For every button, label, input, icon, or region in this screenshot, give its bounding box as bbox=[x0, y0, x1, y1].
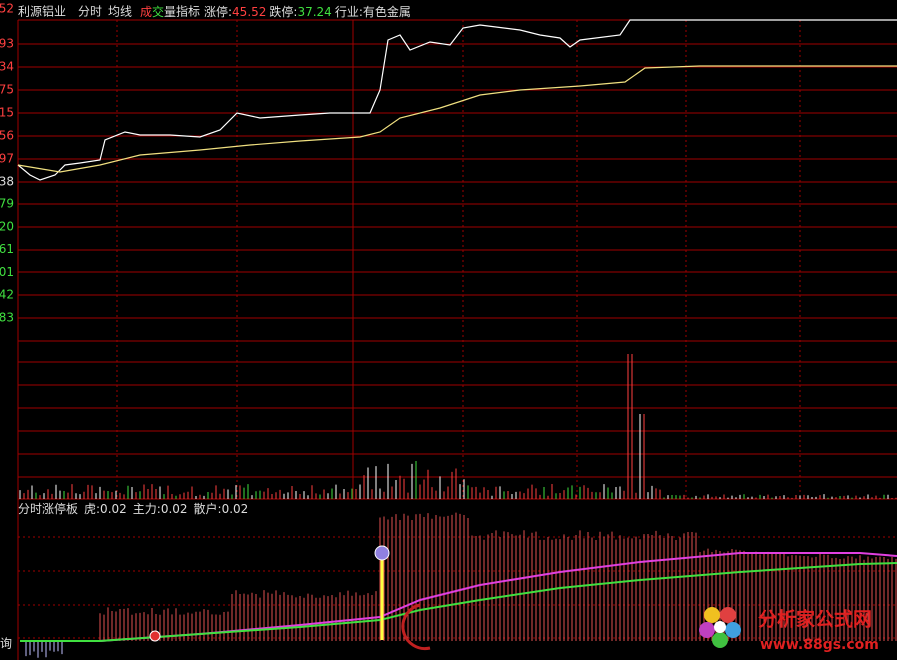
price-label: 20 bbox=[0, 219, 14, 233]
price-label: 61 bbox=[0, 242, 14, 256]
limit-up: 45.52 bbox=[232, 5, 266, 19]
limit-up-icon bbox=[374, 545, 390, 561]
industry: 有色金属 bbox=[363, 4, 411, 19]
price-label: 34 bbox=[0, 60, 14, 74]
indicator-item: 虎:0.02 bbox=[84, 502, 127, 516]
watermark-name: 分析家公式网 bbox=[758, 608, 872, 631]
price-grid bbox=[17, 19, 897, 660]
price-label: 15 bbox=[0, 106, 14, 120]
average-line bbox=[17, 65, 897, 173]
watermark-url: www.88gs.com bbox=[760, 637, 879, 653]
volume-tab[interactable]: 成交量 bbox=[140, 4, 176, 19]
indicator-name: 分时涨停板 bbox=[18, 501, 78, 516]
price-label: 01 bbox=[0, 265, 14, 279]
price-label: 42 bbox=[0, 288, 14, 302]
price-label: 79 bbox=[0, 197, 14, 211]
watermark: 分析家公式网 www.88gs.com bbox=[699, 607, 879, 653]
price-line bbox=[17, 19, 897, 181]
stock-name: 利源铝业 bbox=[18, 4, 66, 19]
indicator-item: 主力:0.02 bbox=[133, 502, 188, 516]
price-label: 52 bbox=[0, 2, 14, 16]
industry-label: 行业: bbox=[335, 5, 363, 19]
indicator-item: 散户:0.02 bbox=[194, 501, 249, 516]
price-label: 56 bbox=[0, 129, 14, 143]
side-label: 询 bbox=[0, 637, 12, 651]
limit-up-label: 涨停: bbox=[204, 4, 232, 19]
indicator-green-line bbox=[20, 562, 897, 642]
limit-down: 37.24 bbox=[297, 5, 331, 19]
price-label: 75 bbox=[0, 83, 14, 97]
volume-tab-char: 交 bbox=[152, 4, 164, 19]
watermark-swirl bbox=[401, 603, 431, 651]
tab[interactable]: 均线 bbox=[108, 5, 132, 19]
price-label: 83 bbox=[0, 311, 14, 325]
limits: 涨停:45.52 跌停:37.24 行业:有色金属 bbox=[204, 4, 411, 19]
indicator-bars bbox=[25, 512, 897, 658]
volume-tab-char: 量 bbox=[164, 5, 176, 19]
tab[interactable]: 分时 bbox=[78, 5, 102, 19]
volume-tab-char: 成 bbox=[140, 5, 152, 19]
signal-icon bbox=[149, 630, 161, 642]
volume-bars bbox=[19, 354, 897, 499]
price-label: 97 bbox=[0, 152, 14, 166]
price-label: 93 bbox=[0, 37, 14, 51]
indicator-legend: 分时涨停板 虎:0.02 主力:0.02 散户:0.02 bbox=[18, 501, 248, 516]
price-label: 38 bbox=[0, 175, 14, 189]
limit-down-label: 跌停: bbox=[269, 4, 297, 19]
tab[interactable]: 指标 bbox=[176, 4, 200, 19]
